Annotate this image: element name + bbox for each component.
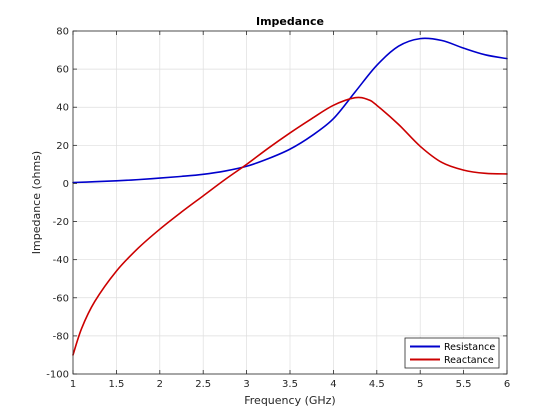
y-tick-label: -40 bbox=[53, 255, 69, 266]
y-tick-label: -20 bbox=[53, 217, 69, 228]
series-line-resistance bbox=[72, 37, 508, 184]
y-axis-label: Impedance (ohms) bbox=[30, 151, 43, 254]
y-tick-label: -60 bbox=[53, 293, 69, 304]
y-tick-label: -80 bbox=[53, 331, 69, 342]
x-axis-label: Frequency (GHz) bbox=[244, 394, 335, 407]
x-tick-label: 5 bbox=[417, 379, 423, 390]
y-tick-label: 40 bbox=[56, 103, 69, 114]
x-tick-label: 5.5 bbox=[456, 379, 472, 390]
series-line-reactance bbox=[72, 96, 508, 356]
y-tick-label: 60 bbox=[56, 65, 69, 76]
y-tick-label: -100 bbox=[46, 370, 69, 381]
x-tick-label: 1.5 bbox=[108, 379, 124, 390]
series-layer bbox=[72, 37, 508, 356]
legend-label-reactance: Reactance bbox=[444, 355, 494, 366]
y-tick-label: 0 bbox=[63, 179, 69, 190]
legend-box bbox=[404, 337, 500, 369]
x-tick-label: 1 bbox=[70, 379, 76, 390]
x-tick-label: 2 bbox=[157, 379, 163, 390]
y-tick-label: 80 bbox=[56, 27, 69, 38]
y-tick-label: 20 bbox=[56, 141, 69, 152]
x-tick-label: 6 bbox=[504, 379, 510, 390]
x-tick-label: 2.5 bbox=[195, 379, 211, 390]
legend-label-resistance: Resistance bbox=[444, 342, 495, 353]
legend: Resistance Reactance bbox=[404, 337, 500, 369]
chart-title: Impedance bbox=[256, 15, 324, 28]
x-tick-label: 4 bbox=[330, 379, 336, 390]
x-tick-label: 4.5 bbox=[369, 379, 385, 390]
ticks: 1 1.5 2 2.5 3 3.5 4 4.5 5 5.5 6 -100 -80 -60 -40 -20 0 20… bbox=[46, 27, 510, 391]
x-tick-label: 3 bbox=[243, 379, 249, 390]
x-tick-label: 3.5 bbox=[282, 379, 298, 390]
